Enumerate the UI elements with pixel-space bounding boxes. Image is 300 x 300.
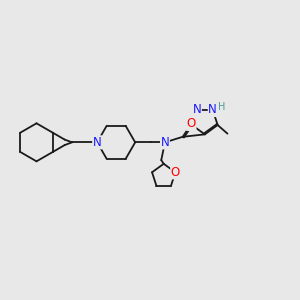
Text: N: N	[208, 103, 217, 116]
Text: N: N	[93, 136, 101, 149]
Text: N: N	[193, 103, 201, 116]
Text: N: N	[160, 136, 169, 149]
Text: O: O	[187, 117, 196, 130]
Text: O: O	[171, 166, 180, 179]
Text: H: H	[218, 103, 226, 112]
